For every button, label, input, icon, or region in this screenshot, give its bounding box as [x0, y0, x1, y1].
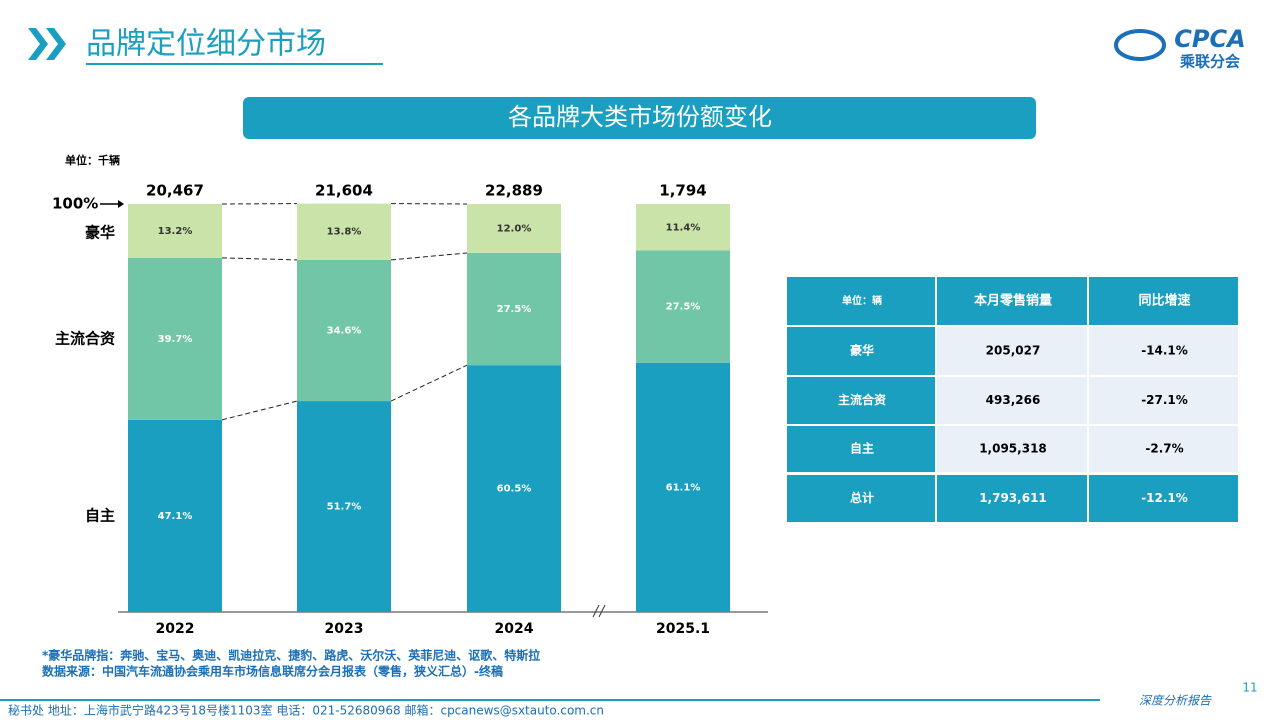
- axis-break: [592, 604, 606, 618]
- series-label: 豪华: [85, 223, 115, 241]
- x-tick-label: 2022: [156, 621, 195, 637]
- bar-segment: [128, 257, 222, 420]
- chevrons: [28, 28, 66, 60]
- annotation: 100%: [52, 195, 98, 213]
- table-cell: [787, 377, 935, 424]
- table-text: 同比增速: [1138, 293, 1190, 309]
- bar-segment: [128, 204, 222, 258]
- table-cell: [937, 377, 1087, 424]
- footer-address: 秘书处 地址：上海市武宁路423号18号楼1103室 电话：021-526809…: [8, 703, 604, 718]
- bar-segment: [636, 250, 730, 363]
- bar-segment: [297, 401, 391, 612]
- value-label: 39.7%: [158, 334, 193, 345]
- total-label: 22,889: [485, 182, 543, 200]
- table-cell: [937, 277, 1087, 325]
- total-label: 1,794: [659, 182, 706, 200]
- connector: [221, 257, 298, 261]
- table-text: 本月零售销量: [974, 293, 1052, 309]
- total-label: 20,467: [146, 182, 204, 200]
- table-cell: [937, 327, 1087, 375]
- table-cell: [1089, 327, 1238, 375]
- bar-segment: [128, 419, 222, 612]
- table-text: -27.1%: [1141, 393, 1188, 407]
- table-text: -12.1%: [1141, 491, 1188, 505]
- table-text: 主流合资: [838, 392, 886, 407]
- table-text: 205,027: [986, 344, 1041, 358]
- note: *豪华品牌指：奔驰、宝马、奥迪、凯迪拉克、捷豹、路虎、沃尔沃、英菲尼迪、讴歌、特…: [42, 648, 540, 663]
- value-label: 51.7%: [327, 502, 362, 513]
- table-cell: [1089, 475, 1238, 522]
- arrow-head: [118, 200, 124, 208]
- bar-segment: [297, 259, 391, 402]
- table-text: -2.7%: [1145, 442, 1183, 456]
- logo-sub: 乘联分会: [1179, 53, 1240, 71]
- table-cell: [787, 277, 935, 325]
- table-cell: [787, 426, 935, 472]
- series-label: 主流合资: [55, 329, 115, 347]
- value-label: 13.8%: [327, 227, 362, 238]
- table-text: 1,793,611: [979, 491, 1047, 505]
- table-text: 总计: [850, 490, 874, 505]
- banner: [243, 97, 1036, 139]
- note: 数据来源：中国汽车流通协会乘用车市场信息联席分会月报表（零售，狭义汇总）-终稿: [42, 664, 503, 679]
- table-cell: [1089, 426, 1238, 472]
- bar-segment: [636, 362, 730, 612]
- table-text: 1,095,318: [979, 442, 1047, 456]
- page-title: 品牌定位细分市场: [86, 27, 326, 62]
- table-cell: [787, 327, 935, 375]
- bar-segment: [467, 204, 561, 253]
- table-text: 豪华: [850, 343, 874, 358]
- connector: [390, 364, 468, 402]
- banner-text: 各品牌大类市场份额变化: [508, 103, 772, 131]
- page-number: 11: [1242, 681, 1257, 695]
- table-cell: [787, 475, 935, 522]
- value-label: 13.2%: [158, 226, 193, 237]
- connector: [390, 252, 468, 261]
- series-label: 自主: [85, 506, 115, 524]
- table-cell: [1089, 277, 1238, 325]
- table-text: 493,266: [986, 393, 1041, 407]
- table-cell: [937, 475, 1087, 522]
- footer-tag: 深度分析报告: [1139, 694, 1212, 708]
- table-text: 单位：辆: [842, 294, 882, 307]
- x-tick-label: 2023: [325, 621, 364, 637]
- value-label: 12.0%: [497, 223, 532, 234]
- bar-segment: [636, 204, 730, 251]
- logo-text: CPCA: [1174, 25, 1245, 53]
- value-label: 11.4%: [666, 222, 701, 233]
- value-label: 61.1%: [666, 482, 701, 493]
- value-label: 27.5%: [497, 304, 532, 315]
- connector: [221, 400, 298, 421]
- value-label: 34.6%: [327, 325, 362, 336]
- table-text: 自主: [850, 441, 874, 456]
- x-tick-label: 2024: [495, 621, 534, 637]
- value-label: 47.1%: [158, 511, 193, 522]
- bar-segment: [467, 365, 561, 612]
- table-cell: [937, 426, 1087, 472]
- value-label: 60.5%: [497, 484, 532, 495]
- logo-mark: [1114, 29, 1166, 61]
- table-cell: [1089, 377, 1238, 424]
- unit: 单位：千辆: [65, 153, 120, 167]
- table-text: -14.1%: [1141, 344, 1188, 358]
- x-tick-label: 2025.1: [656, 621, 710, 637]
- bar-segment: [467, 252, 561, 366]
- value-label: 27.5%: [666, 302, 701, 313]
- total-label: 21,604: [315, 182, 373, 200]
- bar-segment: [297, 203, 391, 260]
